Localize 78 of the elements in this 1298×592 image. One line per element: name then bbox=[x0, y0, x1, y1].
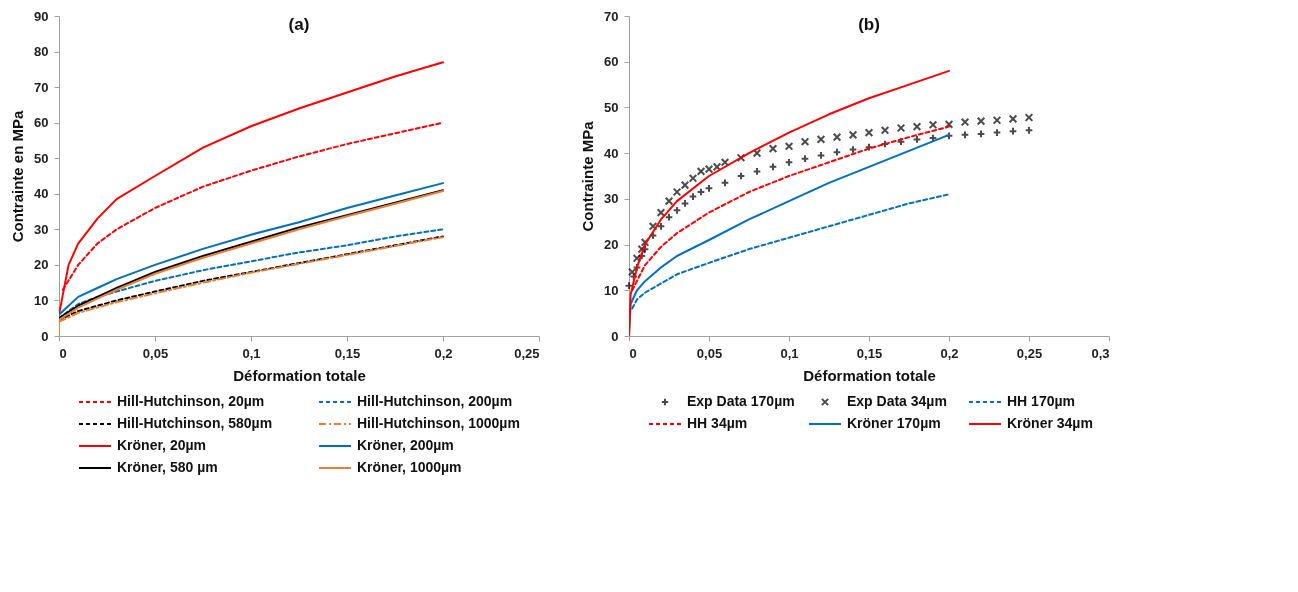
x-tick-label: 0,25 bbox=[1016, 345, 1043, 361]
chart-title: (b) bbox=[858, 15, 880, 34]
point bbox=[688, 173, 698, 183]
point bbox=[664, 196, 674, 206]
legend-label: Kröner 34µm bbox=[1007, 415, 1093, 431]
legend-label: Kröner, 1000µm bbox=[357, 459, 462, 475]
y-tick-label: 30 bbox=[34, 221, 49, 237]
x-tick-label: 0,15 bbox=[334, 345, 361, 361]
y-tick-label: 40 bbox=[604, 145, 619, 161]
y-tick-label: 50 bbox=[34, 150, 49, 166]
y-tick-label: 0 bbox=[41, 328, 49, 344]
point bbox=[736, 153, 746, 163]
y-tick-label: 20 bbox=[34, 257, 49, 273]
x-tick-label: 0 bbox=[59, 345, 67, 361]
y-axis-title: Contrainte en MPa bbox=[9, 110, 27, 243]
y-tick-label: 20 bbox=[604, 237, 619, 253]
legend-label: HH 170µm bbox=[1007, 393, 1075, 409]
legend-label: Hill-Hutchinson, 580µm bbox=[117, 415, 273, 431]
point bbox=[720, 157, 730, 167]
point bbox=[848, 130, 858, 140]
point bbox=[680, 180, 690, 190]
point bbox=[768, 144, 778, 153]
y-tick-label: 10 bbox=[604, 282, 619, 298]
x-axis-title: Déformation totale bbox=[803, 366, 936, 384]
point bbox=[784, 141, 794, 151]
legend-label: Hill-Hutchinson, 1000µm bbox=[357, 415, 520, 431]
point bbox=[960, 117, 970, 127]
point bbox=[864, 128, 874, 137]
point bbox=[992, 115, 1002, 125]
x-tick-label: 0,25 bbox=[514, 345, 540, 361]
legend-label: HH 34µm bbox=[687, 415, 748, 431]
point bbox=[832, 132, 842, 142]
y-tick-label: 70 bbox=[604, 8, 619, 24]
x-tick-label: 0 bbox=[629, 345, 637, 361]
legend-label: Kröner, 580 µm bbox=[117, 459, 218, 475]
point bbox=[656, 208, 666, 217]
y-tick-label: 90 bbox=[34, 8, 49, 24]
legend-label: Kröner 170µm bbox=[847, 415, 941, 431]
point bbox=[912, 122, 922, 131]
legend-label: Exp Data 170µm bbox=[687, 393, 795, 409]
y-tick-label: 30 bbox=[604, 191, 619, 207]
x-tick-label: 0,1 bbox=[780, 345, 799, 361]
point bbox=[880, 125, 890, 135]
point bbox=[896, 123, 906, 133]
chart-title: (a) bbox=[288, 15, 310, 34]
point bbox=[976, 116, 986, 126]
legend-label: Kröner, 200µm bbox=[357, 437, 454, 453]
line-series bbox=[59, 61, 444, 316]
y-tick-label: 60 bbox=[604, 54, 619, 70]
y-tick-label: 40 bbox=[34, 186, 49, 202]
legend-label: Kröner, 20µm bbox=[117, 437, 206, 453]
x-tick-label: 0,1 bbox=[242, 345, 261, 361]
legend-label: Hill-Hutchinson, 20µm bbox=[117, 393, 265, 409]
point bbox=[944, 119, 954, 129]
x-tick-label: 0,2 bbox=[940, 345, 959, 361]
point bbox=[1008, 114, 1018, 124]
y-tick-label: 50 bbox=[604, 99, 619, 115]
x-axis-title: Déformation totale bbox=[233, 366, 366, 384]
y-tick-label: 80 bbox=[34, 44, 49, 60]
x-tick-label: 0,2 bbox=[434, 345, 453, 361]
point bbox=[672, 187, 682, 197]
point bbox=[800, 137, 810, 147]
point bbox=[816, 135, 826, 144]
y-axis-title: Contrainte MPa bbox=[579, 120, 597, 232]
y-tick-label: 0 bbox=[611, 328, 619, 344]
y-tick-label: 10 bbox=[34, 292, 49, 308]
line-series bbox=[629, 69, 950, 336]
x-tick-label: 0,05 bbox=[696, 345, 723, 361]
point bbox=[752, 148, 762, 158]
point bbox=[1024, 113, 1034, 122]
legend-label: Exp Data 34µm bbox=[847, 393, 947, 409]
x-tick-label: 0,05 bbox=[142, 345, 169, 361]
y-tick-label: 60 bbox=[34, 115, 49, 131]
x-tick-label: 0,15 bbox=[856, 345, 883, 361]
y-tick-label: 70 bbox=[34, 79, 49, 95]
legend-label: Hill-Hutchinson, 200µm bbox=[357, 393, 513, 409]
x-tick-label: 0,3 bbox=[1091, 345, 1110, 361]
point bbox=[928, 120, 938, 130]
